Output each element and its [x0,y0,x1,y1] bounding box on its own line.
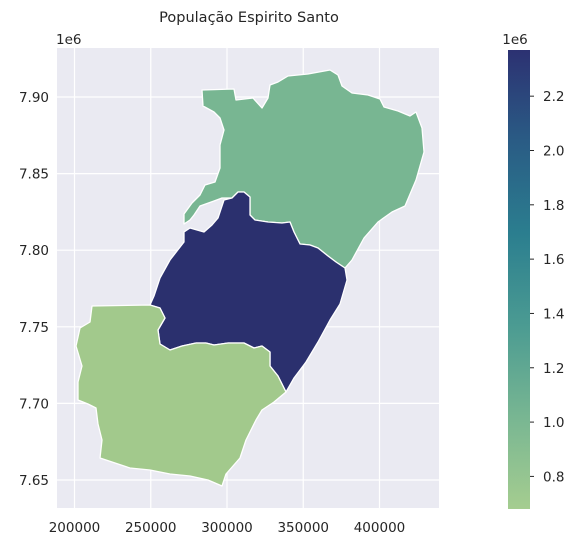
y-tick-label: 7.90 [19,90,49,106]
colorbar-gradient [508,50,530,509]
map-axes: 200000 250000 300000 350000 400000 7.657.707… [19,32,439,536]
y-tick-label: 7.80 [19,243,49,259]
colorbar-tick-label: 1.2 [543,361,564,377]
colorbar-tick-label: 2.0 [543,143,564,159]
colorbar: 1e6 0.8 1.0 1.2 1.4 1.6 1.8 2.0 2.2 [502,32,564,509]
x-axis-ticks: 200000 250000 300000 350000 400000 [49,520,406,536]
colorbar-tick-label: 0.8 [543,469,564,485]
region-south [75,304,287,487]
x-tick-label: 200000 [49,520,101,536]
x-tick-label: 300000 [201,520,253,536]
x-tick-label: 350000 [277,520,329,536]
x-tick-label: 250000 [125,520,177,536]
y-tick-label: 7.75 [19,320,49,336]
colorbar-ticks: 0.8 1.0 1.2 1.4 1.6 1.8 2.0 2.2 [530,89,564,485]
colorbar-tick-label: 1.4 [543,306,564,322]
y-axis-offset-label: 1e6 [56,32,81,48]
colorbar-offset-label: 1e6 [502,32,527,48]
y-tick-label: 7.85 [19,167,49,183]
x-tick-label: 400000 [354,520,406,536]
colorbar-tick-label: 1.8 [543,198,564,214]
y-tick-label: 7.65 [19,473,49,489]
colorbar-tick-label: 2.2 [543,89,564,105]
regions-layer [75,69,425,487]
y-axis-ticks: 7.65 7.70 7.75 7.80 7.85 7.90 [19,90,49,489]
colorbar-tick-label: 1.6 [543,252,564,268]
colorbar-tick-label: 1.0 [543,415,564,431]
chart-title: População Espirito Santo [159,10,339,26]
y-tick-label: 7.70 [19,396,49,412]
